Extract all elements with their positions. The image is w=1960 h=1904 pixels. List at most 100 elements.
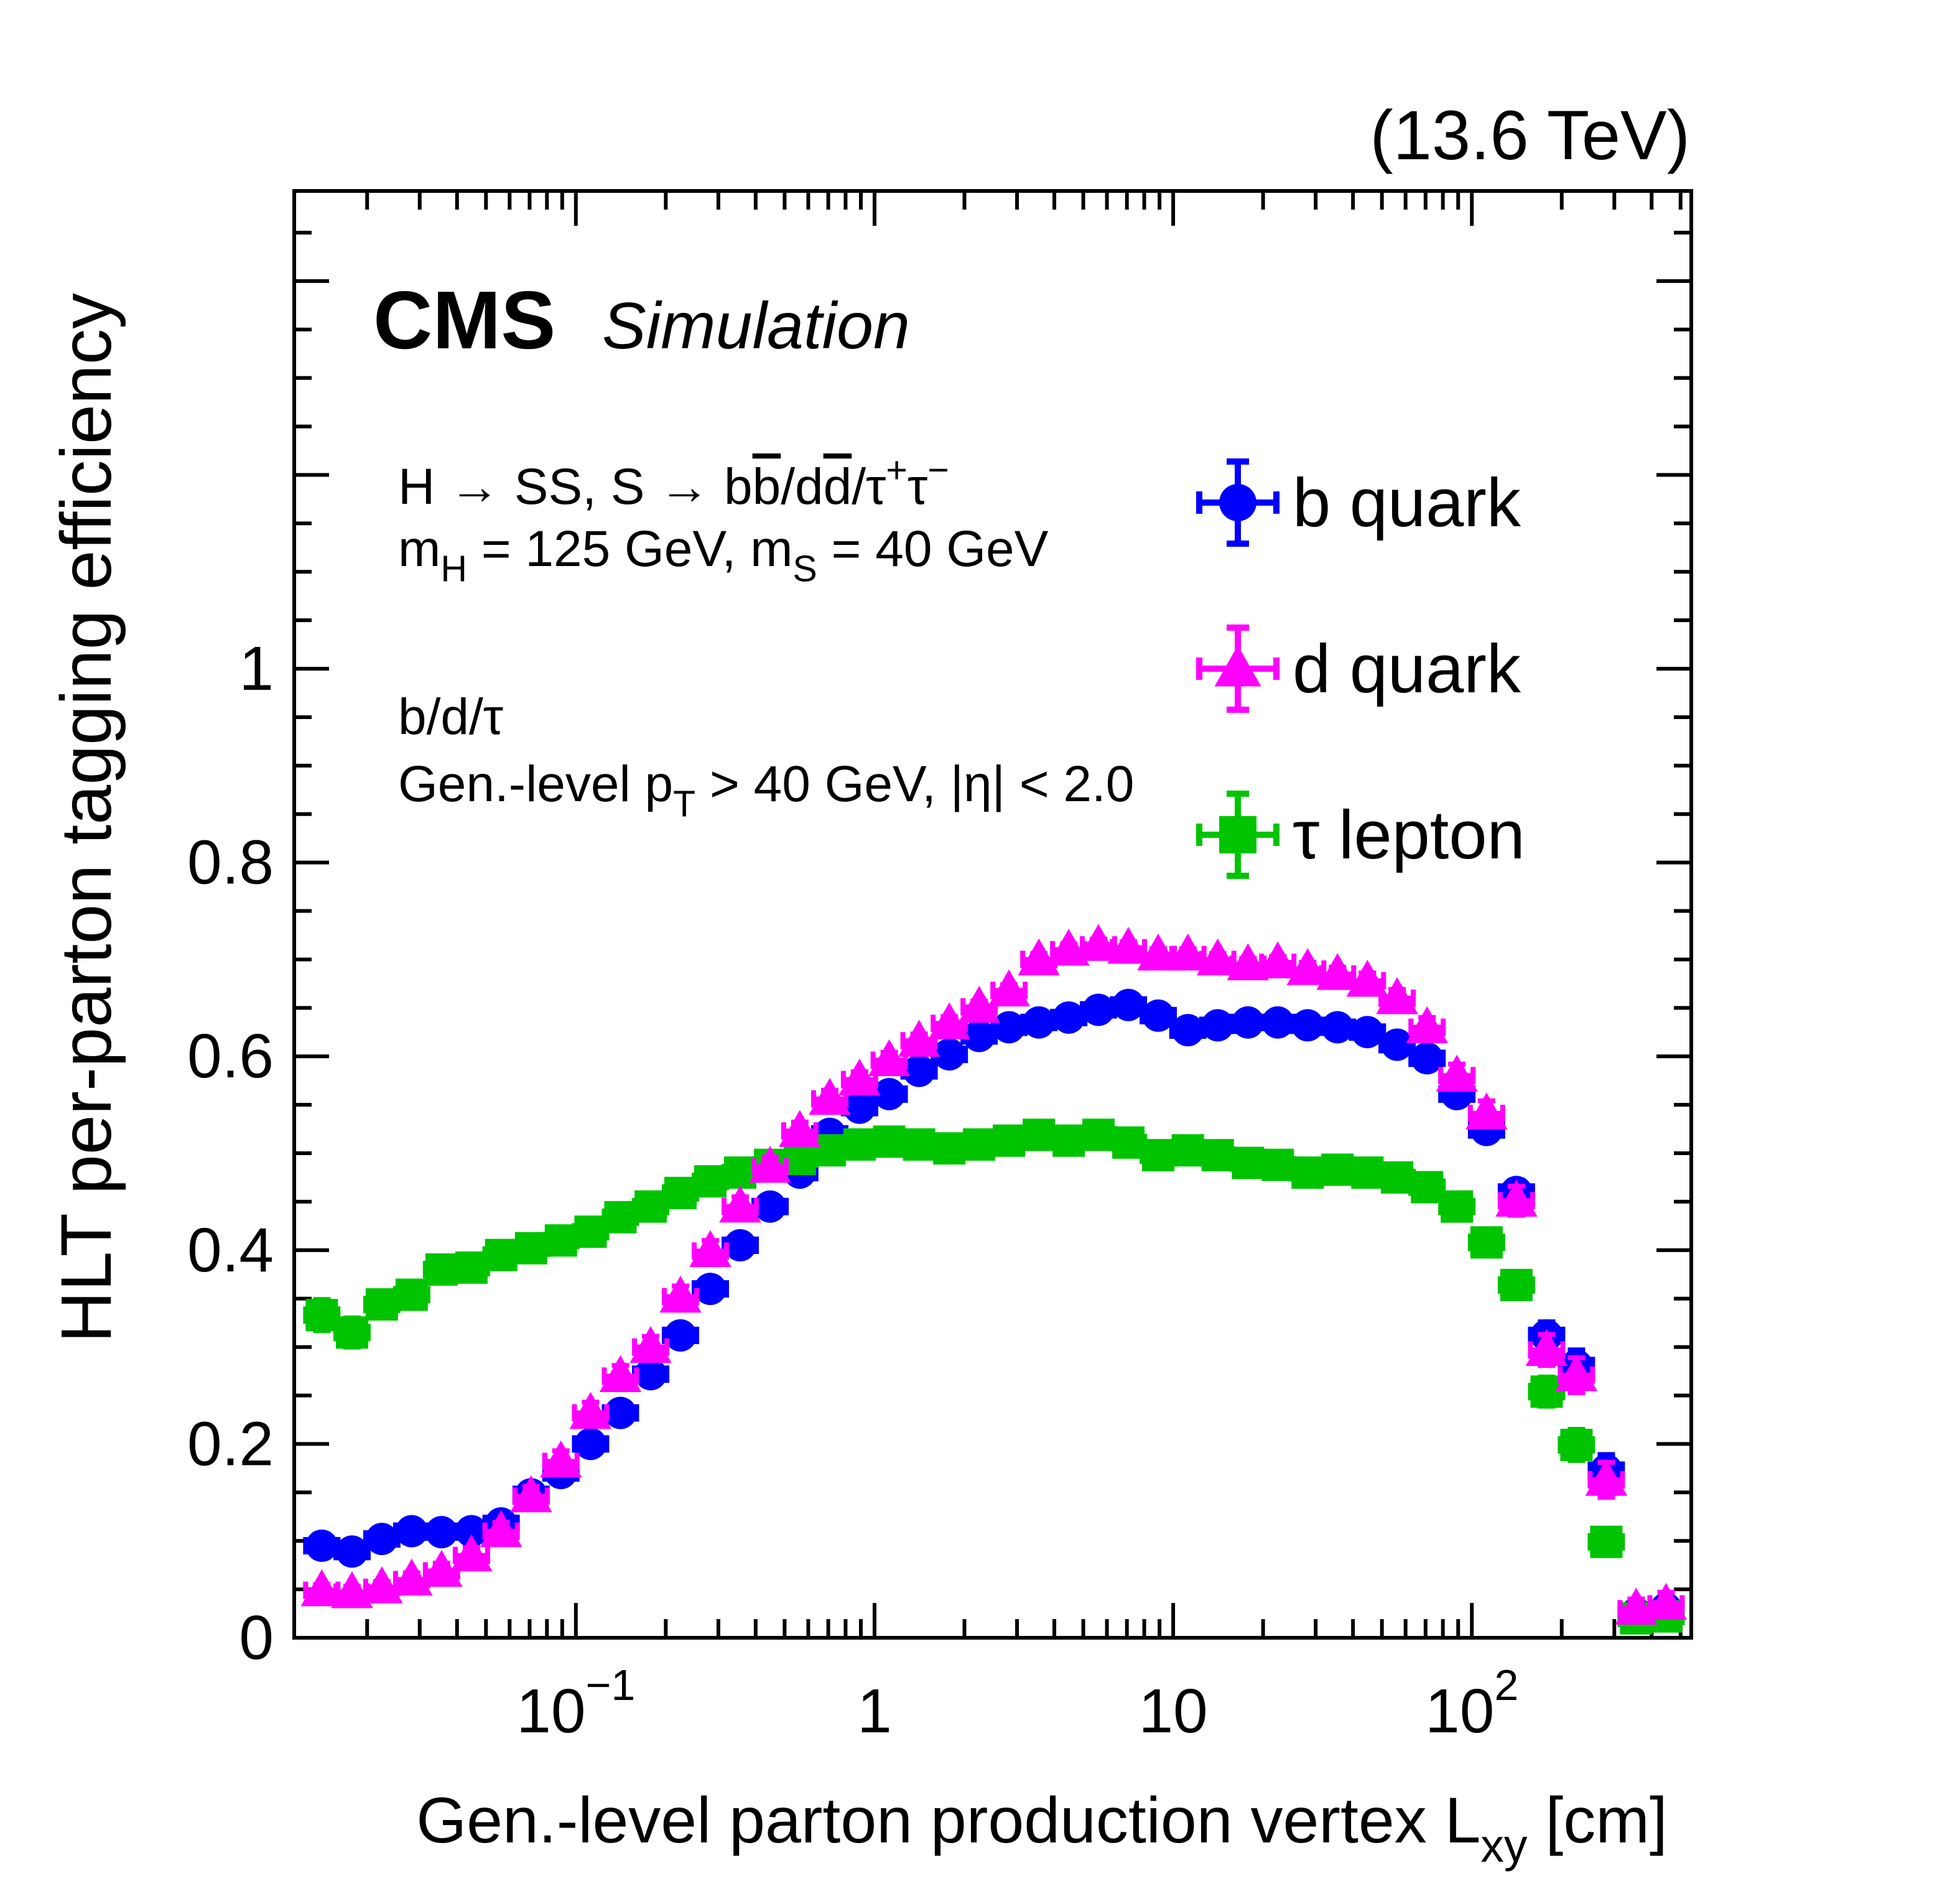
data-point [664,1176,697,1209]
legend-label: b quark [1293,465,1521,541]
data-point [1525,1329,1568,1366]
data-point [1256,941,1299,978]
legend-label: d quark [1293,631,1521,707]
data-point [629,1326,672,1363]
data-point [933,1038,966,1071]
annotation-partons: b/d/τ [398,689,503,745]
x-axis-title: Gen.-level parton production vertex Lxy … [416,1785,1668,1872]
data-point [843,1091,876,1124]
data-point [455,1251,488,1284]
data-point [659,1275,702,1313]
data-point [723,1156,756,1189]
data-point [873,1125,906,1158]
data-point [664,1319,697,1352]
data-point [868,1039,911,1077]
data-point [1585,1459,1628,1496]
x-tick-label: 10−1 [516,1661,635,1746]
data-point [1590,1525,1623,1558]
data-point [305,1529,338,1562]
data-point [1470,1226,1503,1259]
x-axis-ticks [365,191,1683,1638]
data-point [1023,1006,1056,1039]
data-point [1500,1268,1533,1301]
data-point [719,1185,761,1223]
data-point [1201,1009,1234,1042]
data-point [723,1229,756,1262]
data-point [1321,1011,1354,1044]
data-point [425,1516,458,1549]
data-point [1137,933,1179,971]
data-point [599,1355,642,1393]
data-point [903,1054,936,1087]
data-point [838,1058,881,1096]
data-point [1291,1156,1324,1189]
y-tick-label: 0.6 [187,1021,274,1091]
data-point [1555,1354,1598,1391]
data-point [1232,1006,1265,1039]
y-tick-label: 0 [239,1603,274,1673]
data-point [1107,926,1150,964]
data-point [809,1078,851,1115]
data-point [1171,1134,1204,1167]
legend-label: τ lepton [1293,797,1525,873]
data-point [1082,1118,1115,1151]
cms-watermark: CMS [373,274,555,366]
data-point [569,1391,612,1429]
data-point [1530,1375,1563,1408]
data-point [694,1165,727,1198]
data-point [1219,816,1256,853]
data-point [1219,484,1256,521]
data-point [1227,943,1270,980]
simulation-watermark: Simulation [602,289,910,363]
data-point [574,1428,607,1461]
legend: b quark d quark τ lepton [1196,458,1525,879]
data-point [395,1515,428,1548]
annotation-process: H → SS, S → bb/dd/τ+τ− [398,450,949,515]
data-point [634,1358,667,1391]
data-point [928,1002,970,1039]
data-point [958,986,1000,1023]
data-point [1112,1126,1145,1159]
annotation-masses: mH = 125 GeV, mS = 40 GeV [398,521,1049,590]
data-point [779,1110,821,1147]
data-point [843,1128,876,1161]
data-point [1261,1148,1294,1181]
data-point [1411,1042,1444,1075]
data-point [1052,1001,1085,1034]
y-axis-ticks [294,230,1691,1640]
data-point [1077,924,1120,961]
data-point [1316,953,1359,990]
data-point [420,1549,463,1587]
data-point [604,1396,637,1429]
data-point [1023,1118,1056,1151]
data-point [1201,1139,1234,1172]
y-axis-title: HLT per-parton tagging efficiency [47,293,126,1343]
data-point [514,1232,547,1265]
data-point [300,1569,343,1607]
x-tick-label: 1 [857,1676,892,1746]
data-point [1321,1153,1354,1186]
x-tick-label: 102 [1425,1661,1518,1746]
data-point [1142,1139,1175,1172]
data-point [450,1534,493,1572]
y-tick-label: 0.8 [187,828,274,898]
y-tick-label: 1 [239,634,274,704]
data-point [544,1224,577,1257]
data-point [425,1253,458,1286]
data-point [335,1316,368,1349]
data-point [903,1128,936,1161]
data-point [993,1011,1026,1044]
y-tick-labels: 0 0.2 0.4 0.6 0.8 1 [187,634,274,1673]
data-point [988,969,1030,1006]
data-point [1645,1582,1688,1620]
data-point [963,1128,996,1161]
series-tau-lepton [303,1118,1685,1635]
data-point [1436,1054,1478,1092]
data-point [1232,1146,1265,1179]
data-point [993,1124,1026,1157]
data-point [1406,1006,1448,1044]
data-point [634,1190,667,1223]
data-point [485,1238,518,1271]
